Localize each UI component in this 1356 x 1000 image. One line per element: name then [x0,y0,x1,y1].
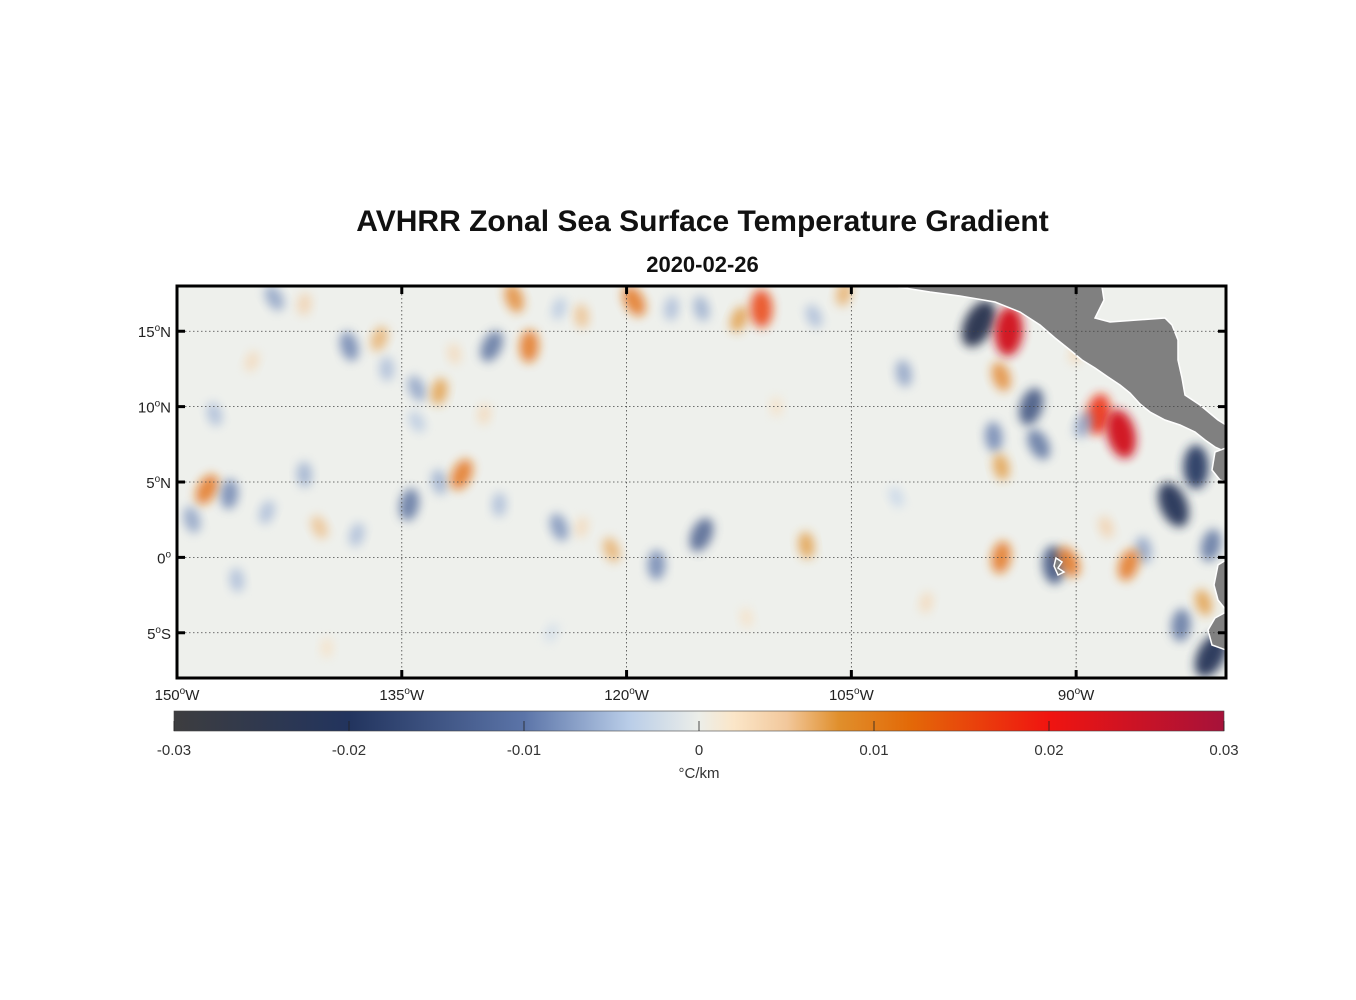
gradient-feature [264,286,285,311]
gradient-feature [1183,444,1209,489]
gradient-feature [447,343,461,365]
gradient-feature [431,469,448,495]
colorbar-tick-label: 0.02 [1034,742,1063,759]
gradient-feature [1171,608,1191,642]
gradient-feature [1074,411,1093,438]
lon-tick-label: 120oW [604,686,650,704]
gradient-feature [664,296,679,321]
gradient-feature [574,516,589,538]
gradient-feature [740,607,753,628]
sst-gradient-field [183,286,1226,677]
gradient-feature [770,396,783,417]
lon-tick-label: 105oW [829,686,875,704]
gradient-feature [206,402,223,427]
colorbar-tick-label: -0.01 [507,742,541,759]
land-south-america-south [1207,559,1226,651]
gradient-feature [1158,482,1189,527]
colorbar-tick-label: -0.02 [332,742,366,759]
gradient-feature [622,286,646,317]
lat-tick-label: 10oN [138,399,171,417]
lon-tick-label: 150oW [155,686,201,704]
colorbar: -0.03 -0.02 -0.01 0 0.01 0.02 0.03 °C/km [157,710,1239,782]
colorbar-unit-label: °C/km [679,765,720,782]
gradient-feature [549,513,569,541]
gradient-feature [992,453,1010,481]
lat-tick-label: 5oS [147,625,171,643]
map-axes: 150oW 135oW 120oW 105oW 90oW 15oN 10oN 5oN 0o 5oS [138,286,1226,704]
gradient-feature [994,306,1023,356]
gradient-feature [477,403,491,425]
gradient-feature [370,326,388,352]
lat-tick-label: 5oN [146,474,171,492]
gradient-feature [919,591,934,614]
land-masses [897,286,1226,651]
gradient-feature [480,330,503,362]
gradient-feature [730,306,748,333]
map-grid [177,286,1226,678]
gradient-feature [450,459,473,490]
land-south-america-north [1211,447,1226,483]
lat-tick-label: 0o [157,549,171,567]
gradient-feature [504,286,524,313]
map-subtitle: 2020-02-26 [646,252,759,277]
gradient-feature [320,637,334,658]
gradient-feature [220,479,239,510]
gradient-feature [1057,546,1081,578]
gradient-feature [183,506,201,533]
gradient-feature [693,295,710,322]
gradient-feature [798,531,815,559]
lat-tick-label: 15oN [138,323,171,341]
gradient-feature [1019,388,1044,426]
gradient-feature [339,331,359,361]
gradient-feature [1194,589,1213,616]
gradient-feature [1106,409,1137,459]
gradient-feature [296,461,313,488]
gradient-feature [519,329,539,363]
gradient-feature [1027,429,1051,460]
gradient-feature [1098,516,1114,539]
gradient-feature [602,537,621,563]
gradient-feature [1135,536,1152,564]
lon-tick-label: 90oW [1058,686,1095,704]
gradient-feature [895,359,913,387]
colorbar-tick-label: 0.01 [859,742,888,759]
gradient-feature [258,500,275,524]
land-galapagos [1053,556,1066,577]
gradient-feature [1200,529,1222,562]
colorbar-tick-label: 0.03 [1209,742,1238,759]
gradient-feature [984,421,1003,452]
gradient-feature [750,289,773,328]
gradient-feature [805,304,823,328]
gradient-feature [407,375,427,402]
gradient-feature [551,297,567,320]
gradient-feature [888,486,904,508]
gradient-feature [297,292,312,316]
gradient-feature [399,488,420,521]
land-central-america [897,286,1226,453]
gradient-feature [991,362,1011,391]
gradient-feature [574,304,589,329]
map-title: AVHRR Zonal Sea Surface Temperature Grad… [356,205,1049,238]
gradient-feature [961,300,996,347]
gradient-feature [310,515,328,539]
gradient-feature [229,567,245,593]
gradient-feature [1086,393,1111,435]
gradient-feature [408,411,426,433]
gradient-feature [689,518,714,552]
gradient-feature [379,356,395,382]
gradient-feature [349,522,365,547]
gradient-feature [244,351,260,372]
colorbar-ticks: -0.03 -0.02 -0.01 0 0.01 0.02 0.03 [157,721,1239,759]
gradient-feature [647,549,666,580]
colorbar-tick-label: -0.03 [157,742,191,759]
gradient-feature [491,492,507,517]
gradient-feature [430,378,448,405]
lon-tick-label: 135oW [379,686,425,704]
colorbar-tick-label: 0 [695,742,703,759]
gradient-feature [544,623,559,643]
